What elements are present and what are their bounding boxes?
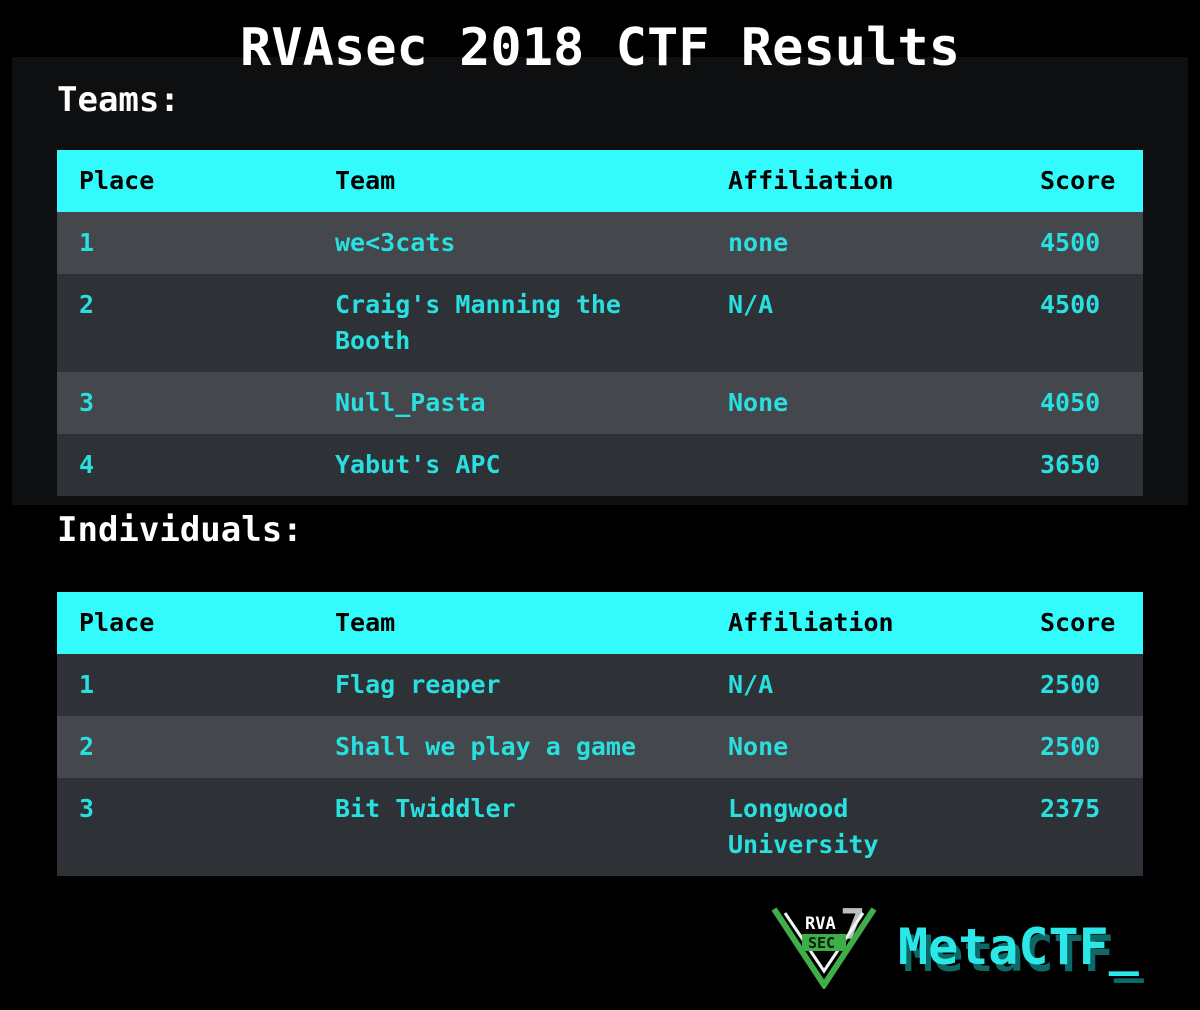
- teams-column-header-place: Place: [57, 150, 313, 212]
- teams-table-row-2: 2 Craig's Manning the Booth N/A 4500: [57, 274, 1143, 372]
- individuals-section-label: Individuals:: [57, 510, 303, 550]
- teams-table-row-4: 4 Yabut's APC 3650: [57, 434, 1143, 496]
- logo-inner-v: [783, 912, 865, 974]
- cell-place: 2: [79, 732, 95, 761]
- teams-header-row: Place Team Affiliation Score: [57, 150, 1143, 212]
- cell-team: Null_Pasta: [335, 388, 486, 417]
- individuals-table: Place Team Affiliation Score 1 Flag reap…: [57, 592, 1143, 876]
- logo-sec-box: [802, 934, 846, 951]
- logo-outer-v: [771, 907, 877, 989]
- cell-place: 3: [79, 388, 95, 417]
- cell-affiliation: None: [728, 732, 789, 761]
- page-title: RVAsec 2018 CTF Results: [239, 18, 961, 78]
- teams-section-label: Teams:: [57, 80, 180, 120]
- cell-affiliation: [706, 434, 1036, 496]
- cell-team: Craig's Manning the Booth: [335, 290, 621, 355]
- cell-score: 2375: [1040, 794, 1101, 823]
- cell-place: 2: [79, 290, 95, 319]
- logo-rva-text: RVA: [805, 914, 836, 934]
- teams-table: Place Team Affiliation Score 1 we<3cats …: [57, 150, 1143, 496]
- cell-team: we<3cats: [335, 228, 456, 257]
- cell-score: 4500: [1040, 228, 1101, 257]
- cell-score: 2500: [1040, 670, 1101, 699]
- cell-score: 3650: [1040, 450, 1101, 479]
- cell-team: Flag reaper: [335, 670, 501, 699]
- cell-score: 2500: [1040, 732, 1101, 761]
- individuals-column-header-score: Score: [1036, 592, 1143, 654]
- cell-affiliation: N/A: [728, 670, 774, 699]
- cell-team: Shall we play a game: [335, 732, 637, 761]
- teams-table-row-1: 1 we<3cats none 4500: [57, 212, 1143, 274]
- top-panel: [12, 57, 1188, 505]
- cell-team: Bit Twiddler: [335, 794, 516, 823]
- individuals-table-row-3: 3 Bit Twiddler Longwood University 2375: [57, 778, 1143, 876]
- teams-column-header-team: Team: [313, 150, 706, 212]
- metactf-brand: MetaCTF_: [898, 918, 1139, 976]
- cell-affiliation: None: [728, 388, 789, 417]
- teams-column-header-affiliation: Affiliation: [706, 150, 1036, 212]
- individuals-header-row: Place Team Affiliation Score: [57, 592, 1143, 654]
- cell-affiliation: Longwood University: [728, 794, 879, 859]
- cell-place: 1: [79, 670, 95, 699]
- rvasec-logo: 7 RVA SEC: [771, 903, 877, 989]
- individuals-column-header-team: Team: [313, 592, 706, 654]
- logo-sec-text: SEC: [808, 934, 835, 952]
- cell-affiliation: none: [728, 228, 789, 257]
- cell-team: Yabut's APC: [335, 450, 501, 479]
- teams-column-header-score: Score: [1036, 150, 1143, 212]
- teams-table-row-3: 3 Null_Pasta None 4050: [57, 372, 1143, 434]
- cell-score: 4050: [1040, 388, 1101, 417]
- cell-affiliation: N/A: [728, 290, 774, 319]
- individuals-table-row-1: 1 Flag reaper N/A 2500: [57, 654, 1143, 716]
- cell-score: 4500: [1040, 290, 1101, 319]
- individuals-column-header-affiliation: Affiliation: [706, 592, 1036, 654]
- cell-place: 1: [79, 228, 95, 257]
- cell-place: 3: [79, 794, 95, 823]
- individuals-table-row-2: 2 Shall we play a game None 2500: [57, 716, 1143, 778]
- cell-place: 4: [79, 450, 95, 479]
- individuals-column-header-place: Place: [57, 592, 313, 654]
